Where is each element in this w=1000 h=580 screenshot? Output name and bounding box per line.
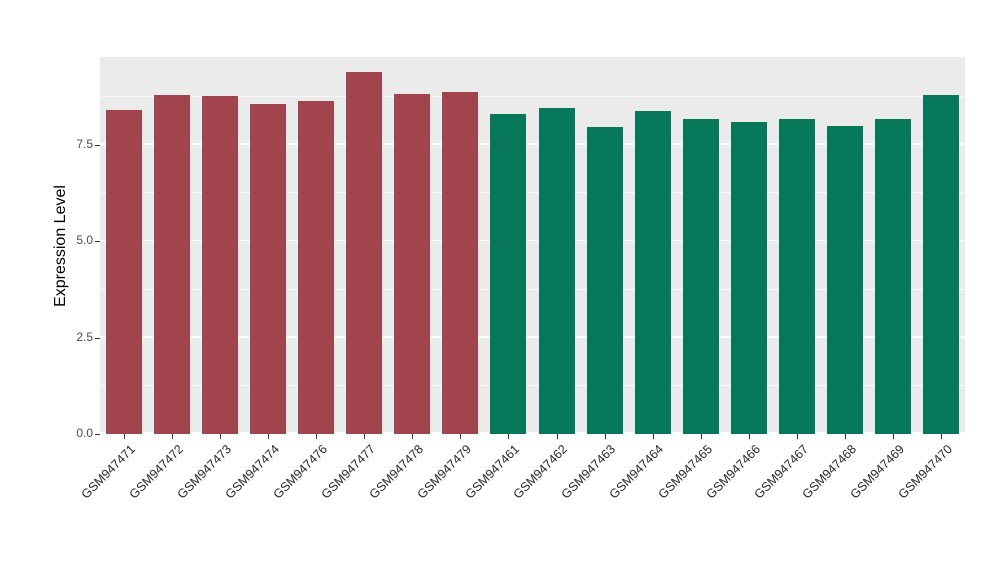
x-tick-mark (364, 434, 366, 439)
gridline-major (100, 239, 965, 242)
x-tick-mark (844, 434, 846, 439)
x-tick-mark (124, 434, 126, 439)
bar-GSM947465 (682, 118, 719, 434)
gridline-major (100, 432, 965, 434)
bar-GSM947472 (154, 94, 191, 434)
gridline-minor (100, 288, 965, 290)
bar-GSM947474 (250, 104, 287, 434)
y-tick-label: 0.0 (76, 426, 93, 440)
y-tick-mark (95, 241, 100, 243)
y-tick-mark (95, 144, 100, 146)
bar-GSM947462 (538, 108, 575, 434)
gridline-minor (100, 192, 965, 194)
gridline-minor (100, 95, 965, 97)
bar-GSM947469 (874, 119, 911, 434)
y-tick-label: 5.0 (76, 233, 93, 248)
y-tick-label: 2.5 (76, 329, 93, 344)
bar-GSM947477 (346, 71, 383, 434)
x-tick-mark (508, 434, 510, 439)
x-tick-mark (268, 434, 270, 439)
bar-GSM947464 (634, 110, 671, 434)
bar-GSM947470 (922, 94, 959, 434)
x-tick-mark (940, 434, 942, 439)
gridline-major (100, 336, 965, 338)
bar-GSM947478 (394, 93, 431, 434)
x-tick-mark (652, 434, 654, 439)
bar-GSM947461 (490, 114, 527, 434)
bar-GSM947463 (586, 126, 623, 434)
x-tick-mark (892, 434, 894, 439)
y-tick-mark (95, 434, 100, 435)
bar-GSM947471 (106, 110, 143, 434)
bar-GSM947468 (826, 125, 863, 434)
x-tick-mark (460, 434, 462, 439)
bar-GSM947476 (298, 100, 335, 434)
gridline-major (100, 143, 965, 145)
x-tick-mark (604, 434, 606, 439)
x-tick-mark (700, 434, 702, 439)
y-tick-mark (95, 337, 100, 339)
x-tick-mark (748, 434, 750, 439)
gridline-minor (100, 385, 965, 386)
bar-GSM947466 (730, 121, 767, 434)
bar-GSM947467 (778, 118, 815, 434)
x-tick-mark (556, 434, 558, 439)
bar-GSM947473 (202, 95, 239, 434)
y-tick-label: 7.5 (76, 136, 93, 151)
x-tick-mark (412, 434, 414, 439)
x-tick-mark (220, 434, 222, 439)
bar-GSM947479 (442, 91, 479, 434)
x-tick-mark (172, 434, 174, 439)
plot-panel (100, 57, 965, 434)
x-tick-mark (796, 434, 798, 439)
x-tick-mark (316, 434, 318, 439)
